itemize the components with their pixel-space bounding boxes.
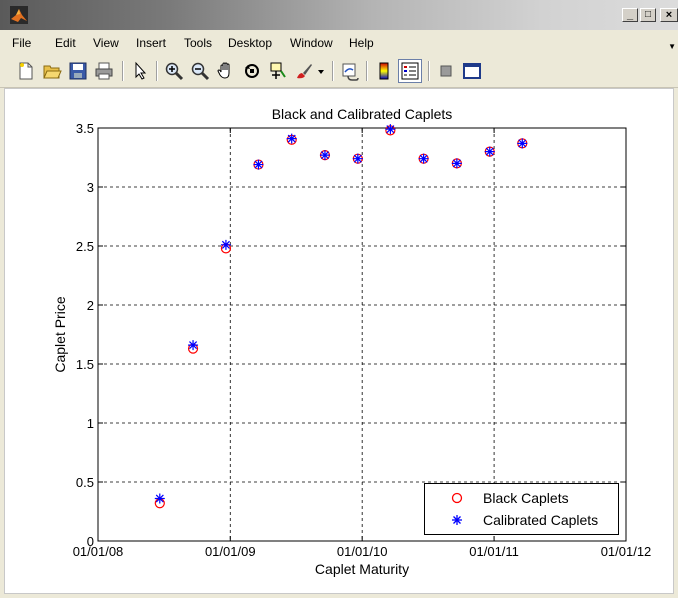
- pan-hand-icon[interactable]: [214, 59, 238, 83]
- calibrated-caplet-point: [418, 153, 429, 164]
- x-tick-label: 01/01/12: [601, 544, 652, 559]
- rotate-3d-icon[interactable]: [240, 59, 264, 83]
- asterisk-marker-icon: [452, 515, 462, 525]
- save-icon[interactable]: [66, 59, 90, 83]
- x-tick-label: 01/01/09: [205, 544, 256, 559]
- circle-marker-icon: [451, 492, 463, 504]
- x-tick-label: 01/01/08: [73, 544, 124, 559]
- new-figure-icon[interactable]: [14, 59, 38, 83]
- menu-view[interactable]: View: [93, 36, 119, 50]
- menu-bar: File Edit View Insert Tools Desktop Wind…: [0, 30, 678, 55]
- brush-dropdown-icon[interactable]: [315, 59, 327, 83]
- calibrated-caplet-point: [253, 159, 264, 170]
- calibrated-caplet-point: [188, 340, 199, 351]
- toolbar-separator: [428, 61, 430, 81]
- calibrated-caplet-point: [451, 158, 462, 169]
- show-plot-tools-icon[interactable]: [460, 59, 484, 83]
- zoom-in-icon[interactable]: [162, 59, 186, 83]
- y-axis-label: Caplet Price: [52, 296, 68, 372]
- legend-entry-black-caplets: Black Caplets: [425, 488, 618, 508]
- calibrated-caplet-point: [517, 138, 528, 149]
- chart-title: Black and Calibrated Caplets: [272, 106, 453, 122]
- toolbar-separator: [332, 61, 334, 81]
- link-plot-icon[interactable]: [338, 59, 362, 83]
- menu-overflow-icon[interactable]: ▼: [668, 42, 676, 51]
- x-tick-label: 01/01/11: [469, 544, 519, 559]
- legend-label: Calibrated Caplets: [483, 512, 599, 528]
- legend-label: Black Caplets: [483, 490, 569, 506]
- y-tick-label: 1: [87, 416, 94, 431]
- calibrated-caplet-point: [319, 150, 330, 161]
- calibrated-caplet-point: [286, 133, 297, 144]
- menu-window[interactable]: Window: [290, 36, 333, 50]
- toolbar-separator: [156, 61, 158, 81]
- menu-edit[interactable]: Edit: [55, 36, 76, 50]
- x-axis-label: Caplet Maturity: [315, 561, 409, 577]
- menu-insert[interactable]: Insert: [136, 36, 167, 50]
- pointer-icon[interactable]: [128, 59, 152, 83]
- toolbar-separator: [366, 61, 368, 81]
- calibrated-caplet-point: [352, 153, 363, 164]
- legend-entry-calibrated-caplets: Calibrated Caplets: [425, 510, 618, 530]
- y-tick-label: 3.5: [76, 121, 94, 136]
- menu-tools[interactable]: Tools: [184, 36, 213, 50]
- calibrated-caplet-point: [484, 146, 495, 157]
- data-cursor-icon[interactable]: [266, 59, 290, 83]
- scatter-plot: 01/01/08 01/01/09 01/01/10 01/01/11 01/01/12…: [52, 106, 652, 577]
- hide-plot-tools-icon[interactable]: [434, 59, 458, 83]
- maximize-button[interactable]: □: [640, 8, 656, 22]
- figure-canvas: 01/01/08 01/01/09 01/01/10 01/01/11 01/01/12…: [4, 88, 674, 594]
- minimize-button[interactable]: _: [622, 8, 638, 22]
- colorbar-icon[interactable]: [372, 59, 396, 83]
- calibrated-caplet-point: [154, 493, 165, 504]
- toolbar-separator: [122, 61, 124, 81]
- menu-help[interactable]: Help: [349, 36, 374, 50]
- title-bar[interactable]: _ □ ×: [0, 0, 678, 30]
- legend-icon[interactable]: [398, 59, 422, 83]
- y-tick-label: 2.5: [76, 239, 94, 254]
- matlab-logo-icon: [10, 6, 28, 24]
- y-tick-label: 2: [87, 298, 94, 313]
- y-tick-label: 3: [87, 180, 94, 195]
- print-icon[interactable]: [92, 59, 116, 83]
- brush-icon[interactable]: [292, 59, 316, 83]
- menu-file[interactable]: File: [12, 36, 32, 50]
- menu-desktop[interactable]: Desktop: [228, 36, 273, 50]
- chart-legend[interactable]: Black Caplets Calibrated Caplets: [424, 483, 619, 535]
- y-tick-label: 1.5: [76, 357, 94, 372]
- zoom-out-icon[interactable]: [188, 59, 212, 83]
- close-button[interactable]: ×: [660, 8, 678, 22]
- open-file-icon[interactable]: [40, 59, 64, 83]
- y-tick-label: 0.5: [76, 475, 94, 490]
- x-tick-label: 01/01/10: [337, 544, 388, 559]
- y-tick-label: 0: [87, 534, 94, 549]
- calibrated-caplet-point: [220, 239, 231, 250]
- figure-toolbar: [0, 55, 678, 88]
- calibrated-caplet-point: [385, 124, 396, 135]
